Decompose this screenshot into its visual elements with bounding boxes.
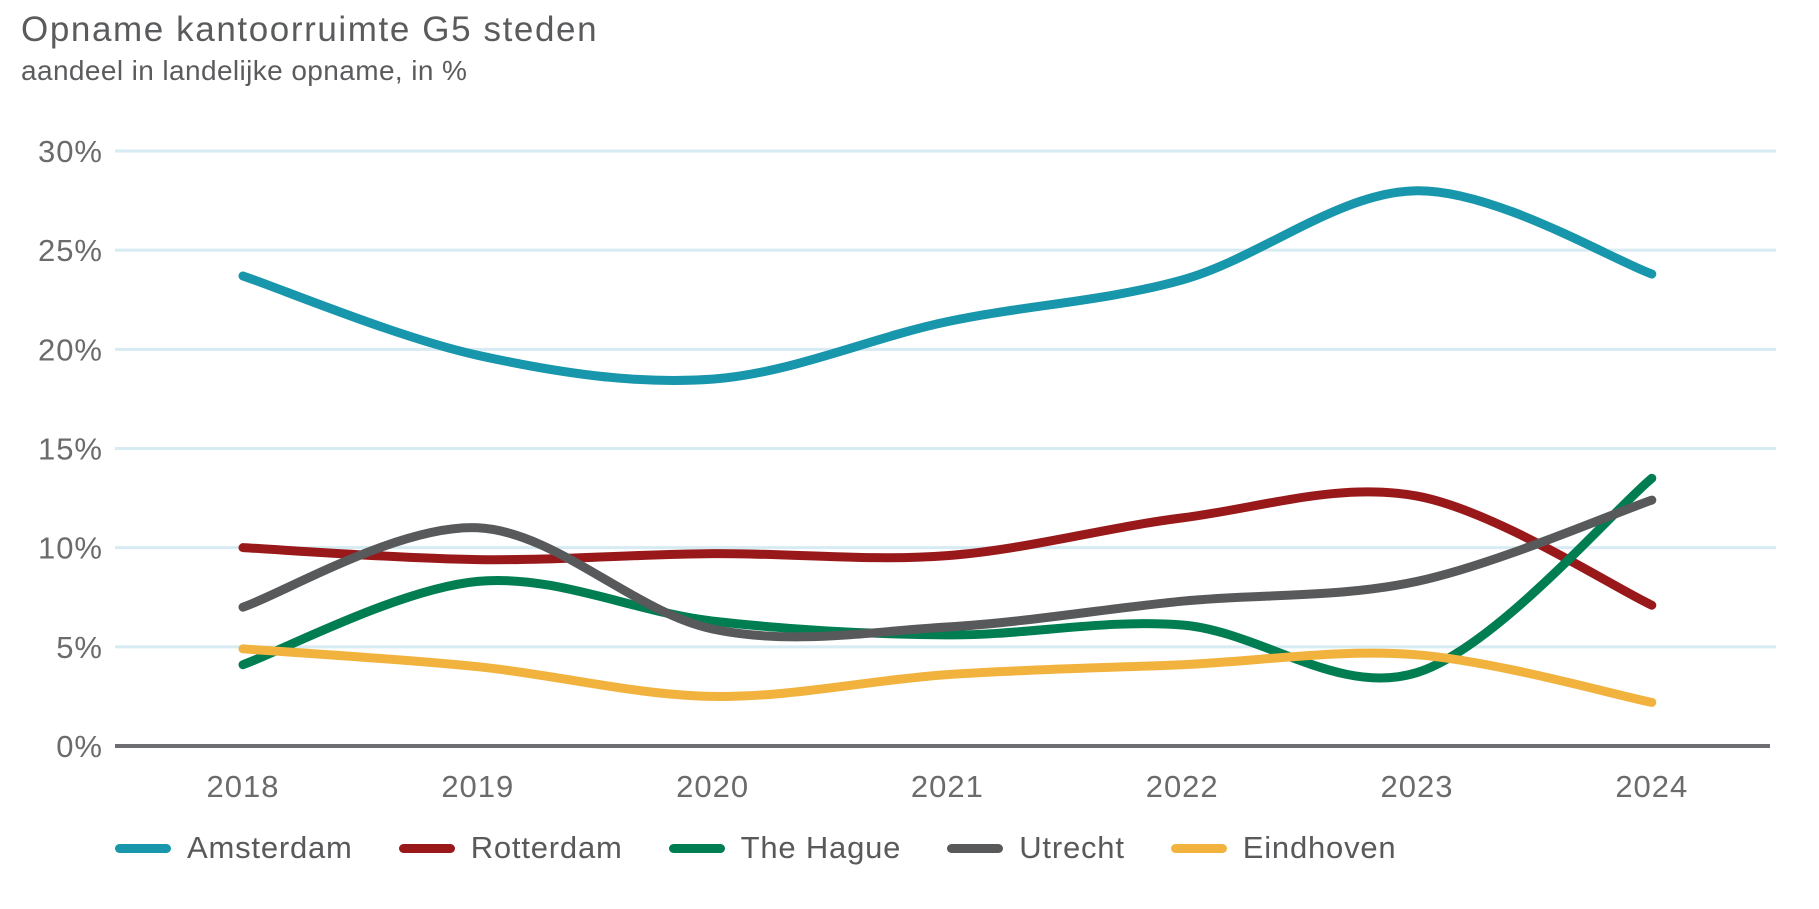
y-tick-label: 5% (56, 630, 103, 665)
chart-header: Opname kantoorruimte G5 steden aandeel i… (21, 8, 598, 87)
x-tick-label: 2022 (1146, 769, 1219, 804)
chart-title: Opname kantoorruimte G5 steden (21, 10, 599, 49)
legend-item-amsterdam: Amsterdam (115, 830, 353, 866)
legend-label: The Hague (740, 830, 902, 865)
y-tick-label: 30% (38, 134, 103, 169)
series-line-amsterdam (238, 186, 1657, 385)
legend-item-the-hague: The Hague (668, 830, 902, 866)
legend-label: Utrecht (1019, 830, 1125, 865)
chart-subtitle: aandeel in landelijke opname, in % (21, 54, 468, 86)
x-tick-label: 2024 (1615, 769, 1688, 804)
chart-legend: Amsterdam Rotterdam The Hague Utrecht Eindho… (115, 830, 1396, 866)
y-tick-label: 10% (38, 531, 103, 566)
series-line-rotterdam (238, 487, 1657, 610)
legend-swatch (947, 843, 1004, 853)
legend-item-utrecht: Utrecht (947, 830, 1125, 866)
x-tick-label: 2021 (911, 769, 984, 804)
legend-swatch (115, 843, 171, 853)
series-line-eindhoven (238, 644, 1657, 707)
legend-label: Rotterdam (470, 830, 623, 865)
x-tick-label: 2023 (1381, 769, 1454, 804)
y-tick-label: 0% (56, 729, 103, 764)
legend-swatch (1170, 843, 1227, 853)
legend-label: Eindhoven (1242, 830, 1397, 865)
x-tick-label: 2018 (207, 769, 280, 804)
series-line-the-hague (238, 473, 1657, 683)
x-tick-label: 2019 (441, 769, 514, 804)
y-tick-label: 25% (38, 233, 103, 268)
legend-item-eindhoven: Eindhoven (1170, 830, 1397, 866)
legend-item-rotterdam: Rotterdam (398, 830, 623, 866)
legend-swatch (668, 843, 725, 853)
legend-swatch (398, 843, 455, 853)
y-tick-label: 20% (38, 332, 103, 367)
y-tick-label: 15% (38, 432, 103, 467)
legend-label: Amsterdam (187, 830, 353, 865)
series-line-utrecht (238, 495, 1657, 642)
x-tick-label: 2020 (676, 769, 749, 804)
